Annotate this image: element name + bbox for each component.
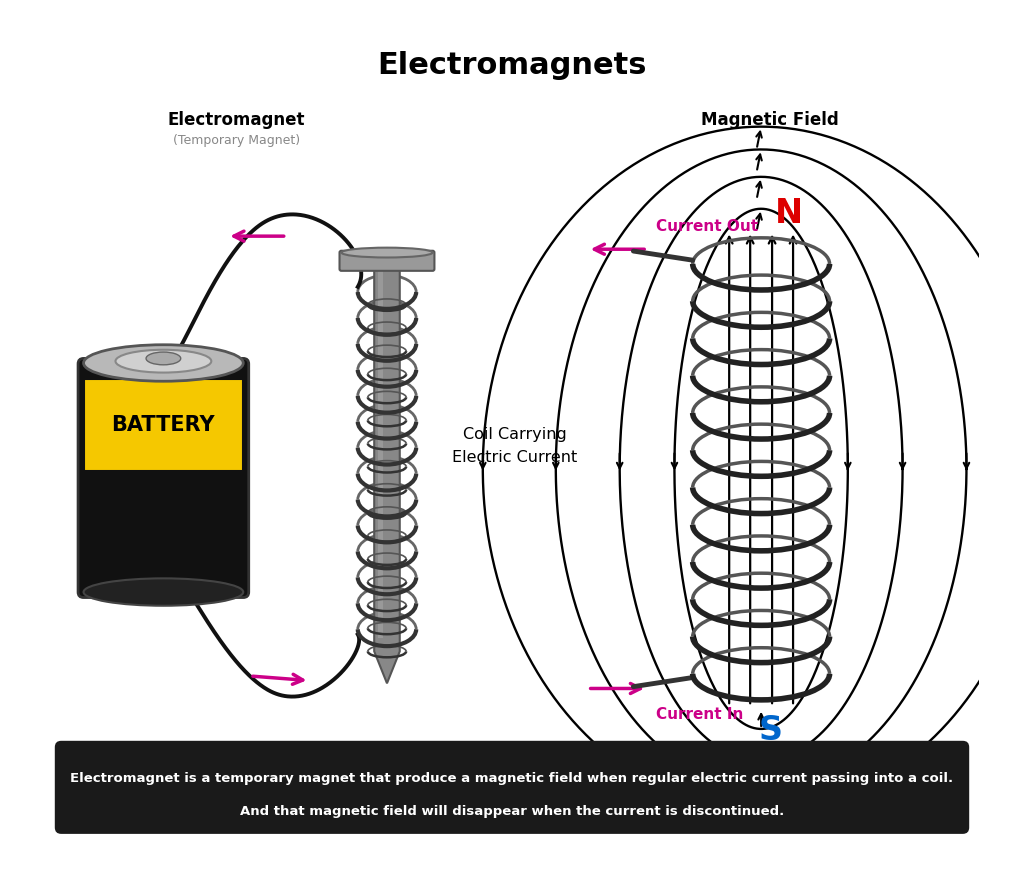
Polygon shape [374, 268, 399, 684]
Text: (Temporary Magnet): (Temporary Magnet) [173, 133, 300, 146]
Text: And that magnetic field will disappear when the current is discontinued.: And that magnetic field will disappear w… [240, 805, 784, 818]
Text: Electromagnet is a temporary magnet that produce a magnetic field when regular e: Electromagnet is a temporary magnet that… [71, 772, 953, 785]
FancyBboxPatch shape [340, 251, 434, 271]
Text: S: S [758, 714, 782, 747]
Text: Electromagnet: Electromagnet [168, 112, 305, 129]
FancyBboxPatch shape [55, 741, 969, 834]
Ellipse shape [341, 248, 432, 257]
Ellipse shape [84, 578, 244, 606]
Text: Magnetic Field: Magnetic Field [701, 112, 839, 129]
Polygon shape [378, 268, 383, 637]
Bar [84, 532, 244, 587]
Text: Current In: Current In [656, 706, 743, 721]
Text: N: N [774, 197, 803, 230]
Text: Electromagnets: Electromagnets [377, 51, 647, 80]
Ellipse shape [146, 352, 180, 364]
FancyBboxPatch shape [78, 358, 249, 597]
Text: Current Out: Current Out [656, 219, 759, 234]
Ellipse shape [116, 350, 211, 372]
Ellipse shape [84, 344, 244, 381]
Text: BATTERY: BATTERY [112, 415, 215, 435]
Text: Coil Carrying
Electric Current: Coil Carrying Electric Current [453, 427, 578, 465]
Bar [84, 379, 244, 471]
